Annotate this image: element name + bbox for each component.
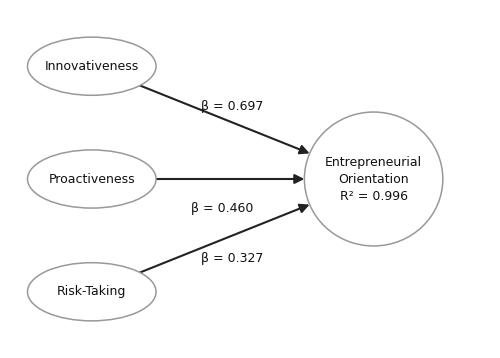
- Text: β = 0.327: β = 0.327: [200, 252, 263, 265]
- Text: Innovativeness: Innovativeness: [44, 60, 139, 73]
- Text: β = 0.460: β = 0.460: [190, 203, 253, 216]
- Text: β = 0.697: β = 0.697: [200, 100, 263, 113]
- Ellipse shape: [28, 150, 156, 208]
- Text: Risk-Taking: Risk-Taking: [57, 285, 126, 298]
- Text: Entrepreneurial
Orientation
R² = 0.996: Entrepreneurial Orientation R² = 0.996: [325, 155, 422, 203]
- Text: Proactiveness: Proactiveness: [48, 173, 135, 185]
- Ellipse shape: [304, 112, 443, 246]
- Ellipse shape: [28, 263, 156, 321]
- Ellipse shape: [28, 37, 156, 95]
